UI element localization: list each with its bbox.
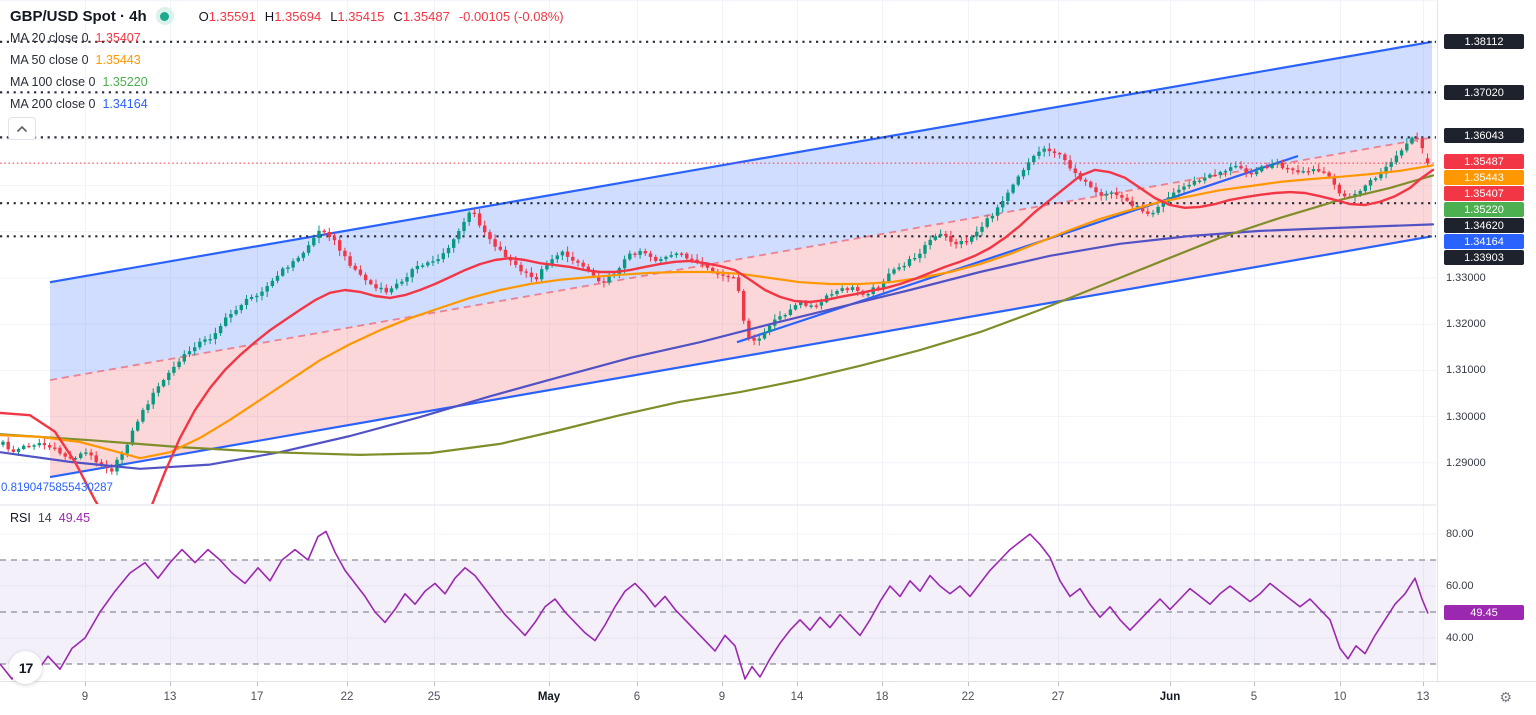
ohlc-readout: O1.35591 H1.35694 L1.35415 C1.35487 -0.0… [199,9,564,24]
indicator-legend: MA 20 close 0 1.35407 MA 50 close 0 1.35443… [10,27,564,115]
indicator-row-ma100[interactable]: MA 100 close 0 1.35220 [10,71,564,93]
indicator-row-ma50[interactable]: MA 50 close 0 1.35443 [10,49,564,71]
time-tick-mark [797,682,798,686]
symbol-title[interactable]: GBP/USD Spot · 4h [10,7,147,25]
price-axis-badge: 1.34620 [1444,218,1524,233]
time-tick-label: 6 [633,691,641,703]
price-tick-label: 1.33000 [1446,272,1486,284]
price-tick-label: 1.29000 [1446,456,1486,469]
tradingview-logo-glyph: 17 [18,659,34,676]
indicator-label: MA 50 close 0 [10,53,89,67]
time-tick-label: 14 [790,691,804,703]
candles [1,132,1430,476]
price-axis-badge: 1.35487 [1444,154,1524,169]
indicator-row-ma20[interactable]: MA 20 close 0 1.35407 [10,27,564,49]
indicator-value: 1.35220 [102,75,148,89]
high-label: H [264,8,275,24]
rsi-tick-label: 60.00 [1446,580,1474,592]
price-tick-label: 1.32000 [1446,318,1486,331]
tradingview-logo[interactable]: 17 [9,651,42,684]
collapse-legend-button[interactable] [8,117,36,140]
indicator-label: MA 100 close 0 [10,75,96,89]
time-tick-mark [1340,682,1341,686]
rsi-value: 49.45 [58,511,91,525]
time-tick-mark [722,682,723,686]
time-tick-mark [1254,682,1255,686]
time-tick-mark [1058,682,1059,686]
time-tick-label: 27 [1051,691,1065,703]
time-tick-label: May [537,691,561,703]
time-tick-mark [637,682,638,686]
open-value: 1.35591 [208,8,256,24]
price-axis-badge: 1.38112 [1444,34,1524,49]
time-tick-label: 17 [250,691,264,703]
chart-legend: GBP/USD Spot · 4h O1.35591 H1.35694 L1.3… [10,5,564,115]
price-axis-badge: 1.36043 [1444,128,1524,143]
channel-value-label[interactable]: 0.8190475855430287 [1,482,113,494]
rsi-tick-label: 80.00 [1446,528,1474,540]
price-axis-badge: 1.35220 [1444,202,1524,217]
time-tick-label: 22 [961,691,975,703]
time-tick-label: 10 [1333,691,1347,703]
indicator-label: MA 20 close 0 [10,31,89,45]
chevron-up-icon [16,125,28,132]
price-tick-label: 1.30000 [1446,410,1486,423]
price-axis-badge: 1.34164 [1444,234,1524,249]
market-status-icon[interactable] [155,7,174,25]
time-tick-label: 18 [875,691,889,703]
time-tick-mark [968,682,969,686]
low-label: L [330,8,338,24]
time-tick-mark [85,682,86,686]
time-tick-mark [257,682,258,686]
time-tick-label: 9 [718,691,726,703]
change-value: -0.00105 (-0.08%) [458,8,564,24]
time-tick-mark [170,682,171,686]
low-value: 1.35415 [337,8,385,24]
time-tick-mark [549,682,550,686]
indicator-value: 1.35443 [95,53,141,67]
time-tick-label: 13 [163,691,177,703]
rsi-axis-badge: 49.45 [1444,605,1524,621]
time-tick-mark [347,682,348,686]
high-value: 1.35694 [274,8,322,24]
rsi-name: RSI [10,511,31,525]
open-label: O [198,8,209,24]
price-axis-badge: 1.33903 [1444,250,1524,265]
time-tick-mark [882,682,883,686]
time-tick-mark [1423,682,1424,686]
time-tick-label: 5 [1250,691,1258,703]
price-axis-badge: 1.37020 [1444,85,1524,100]
rsi-period: 14 [37,511,52,525]
indicator-label: MA 200 close 0 [10,97,96,111]
price-axis-badge: 1.35407 [1444,186,1524,201]
axis-settings-gear-icon[interactable]: ⚙ [1499,689,1512,705]
time-axis[interactable]: ⚙ 9 13 17 22 25 May 6 9 14 18 22 27 Jun 5 10 13 [0,681,1536,715]
time-tick-mark [434,682,435,686]
time-tick-mark [1170,682,1171,686]
indicator-value: 1.35407 [95,31,141,45]
indicator-row-ma200[interactable]: MA 200 close 0 1.34164 [10,93,564,115]
price-tick-label: 1.31000 [1446,364,1486,377]
time-tick-label: 25 [427,691,441,703]
price-axis[interactable]: 1.33000 1.32000 1.31000 1.30000 1.29000 80.00… [1437,0,1536,681]
indicator-value: 1.34164 [102,97,148,111]
rsi-tick-label: 40.00 [1446,632,1474,644]
rsi-legend[interactable]: RSI 14 49.45 [10,511,90,525]
close-label: C [393,8,403,24]
time-tick-label: Jun [1159,691,1181,703]
price-axis-badge: 1.35443 [1444,170,1524,185]
time-tick-label: 13 [1416,691,1430,703]
close-value: 1.35487 [402,8,450,24]
time-tick-label: 22 [340,691,354,703]
time-tick-label: 9 [81,691,89,703]
